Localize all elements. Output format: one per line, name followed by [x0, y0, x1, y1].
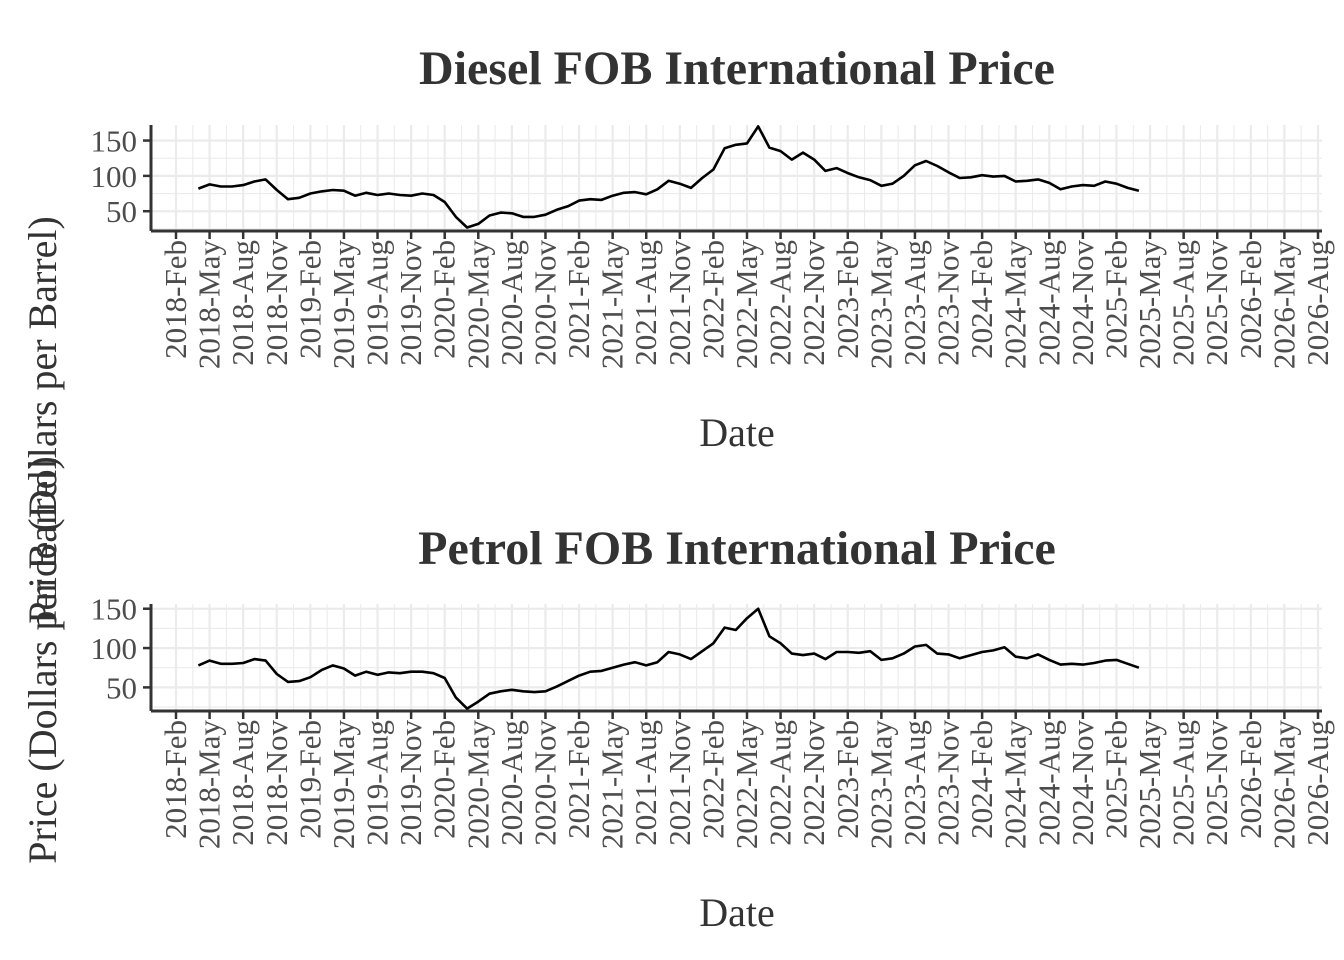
gridlines — [151, 604, 1322, 711]
x-tick-label: 2018-Aug — [225, 720, 260, 846]
x-tick-label: 2022-Aug — [763, 240, 798, 366]
x-tick-label: 2024-May — [998, 240, 1033, 370]
x-axis-title: Date — [699, 890, 775, 935]
x-tick-label: 2024-Feb — [964, 240, 999, 359]
x-tick-label: 2018-Aug — [225, 240, 260, 366]
x-tick-label: 2023-May — [863, 240, 898, 370]
x-tick-labels: 2018-Feb2018-May2018-Aug2018-Nov2019-Feb… — [158, 720, 1335, 850]
x-tick-label: 2024-Aug — [1031, 240, 1066, 366]
x-tick-label: 2019-Aug — [360, 720, 395, 846]
y-tick-label: 100 — [91, 631, 138, 666]
x-tick-label: 2021-Feb — [561, 720, 596, 839]
y-tick-label: 50 — [106, 194, 137, 229]
x-tick-label: 2021-May — [595, 240, 630, 370]
x-tick-label: 2018-Nov — [259, 720, 294, 846]
x-tick-label: 2026-Feb — [1233, 720, 1268, 839]
y-tick-label: 100 — [91, 159, 138, 194]
x-tick-label: 2020-Feb — [427, 720, 462, 839]
x-tick-label: 2026-May — [1266, 720, 1301, 850]
x-tick-label: 2020-Nov — [527, 720, 562, 846]
x-tick-label: 2024-Aug — [1031, 720, 1066, 846]
x-tick-label: 2018-May — [192, 240, 227, 370]
gridlines — [151, 125, 1322, 231]
x-tick-label: 2022-May — [729, 240, 764, 370]
x-tick-label: 2018-Feb — [158, 720, 193, 839]
x-tick-label: 2022-Feb — [695, 240, 730, 359]
x-tick-label: 2021-Aug — [628, 240, 663, 366]
axis-ticks — [143, 139, 1320, 239]
y-axis-title-diesel: Price (Dollars per Barrel) — [20, 216, 65, 624]
x-tick-label: 2024-Nov — [1065, 720, 1100, 846]
x-tick-label: 2026-Aug — [1300, 240, 1335, 366]
x-tick-label: 2025-Aug — [1166, 720, 1201, 846]
x-tick-label: 2019-Nov — [393, 720, 428, 846]
x-tick-label: 2024-May — [998, 720, 1033, 850]
x-tick-label: 2023-Feb — [830, 240, 865, 359]
x-tick-label: 2019-May — [326, 720, 361, 850]
x-tick-label: 2022-Feb — [695, 720, 730, 839]
petrol-chart: Petrol FOB International Price 2018-Feb2… — [91, 522, 1336, 935]
x-tick-label: 2019-May — [326, 240, 361, 370]
x-tick-label: 2020-Nov — [527, 240, 562, 366]
chart-title: Diesel FOB International Price — [419, 42, 1055, 95]
x-tick-label: 2020-May — [460, 240, 495, 370]
x-tick-label: 2021-Nov — [662, 240, 697, 366]
petrol-price-line — [197, 607, 1140, 710]
x-tick-label: 2025-Feb — [1098, 720, 1133, 839]
x-tick-label: 2023-Nov — [931, 240, 966, 366]
y-tick-labels: 50 100 150 — [91, 592, 138, 706]
x-tick-label: 2018-May — [192, 720, 227, 850]
y-tick-label: 150 — [91, 592, 138, 627]
x-tick-label: 2022-May — [729, 720, 764, 850]
x-tick-label: 2024-Nov — [1065, 240, 1100, 366]
x-tick-label: 2026-Aug — [1300, 720, 1335, 846]
x-tick-label: 2025-Feb — [1098, 240, 1133, 359]
x-tick-label: 2025-Nov — [1199, 240, 1234, 366]
x-tick-label: 2019-Nov — [393, 240, 428, 366]
x-tick-labels: 2018-Feb2018-May2018-Aug2018-Nov2019-Feb… — [158, 240, 1335, 370]
x-tick-label: 2019-Aug — [360, 240, 395, 366]
x-tick-label: 2025-May — [1132, 240, 1167, 370]
y-tick-label: 50 — [106, 670, 137, 705]
x-tick-label: 2021-Nov — [662, 720, 697, 846]
y-tick-label: 150 — [91, 124, 138, 159]
x-tick-label: 2023-Aug — [897, 720, 932, 846]
x-tick-label: 2019-Feb — [292, 240, 327, 359]
x-tick-label: 2023-Feb — [830, 720, 865, 839]
x-tick-label: 2022-Nov — [796, 240, 831, 366]
x-tick-label: 2023-Nov — [931, 720, 966, 846]
x-tick-label: 2022-Nov — [796, 720, 831, 846]
x-tick-label: 2021-Feb — [561, 240, 596, 359]
x-tick-label: 2021-Aug — [628, 720, 663, 846]
diesel-price-line — [197, 125, 1140, 229]
x-tick-label: 2019-Feb — [292, 720, 327, 839]
x-tick-label: 2023-Aug — [897, 240, 932, 366]
x-tick-label: 2021-May — [595, 720, 630, 850]
x-tick-label: 2025-Nov — [1199, 720, 1234, 846]
x-tick-label: 2026-Feb — [1233, 240, 1268, 359]
x-tick-label: 2018-Nov — [259, 240, 294, 366]
x-tick-label: 2025-Aug — [1166, 240, 1201, 366]
x-tick-label: 2026-May — [1266, 240, 1301, 370]
x-tick-label: 2025-May — [1132, 720, 1167, 850]
y-axis-title-petrol: Price (Dollars per Barrel) — [20, 456, 65, 864]
x-tick-label: 2022-Aug — [763, 720, 798, 846]
x-tick-label: 2024-Feb — [964, 720, 999, 839]
x-tick-label: 2023-May — [863, 720, 898, 850]
x-tick-label: 2020-Aug — [494, 240, 529, 366]
x-tick-label: 2018-Feb — [158, 240, 193, 359]
x-axis-title: Date — [699, 410, 775, 455]
x-tick-label: 2020-Feb — [427, 240, 462, 359]
diesel-chart: Diesel FOB International Price 2018-Feb2… — [91, 42, 1336, 455]
x-tick-label: 2020-Aug — [494, 720, 529, 846]
x-tick-label: 2020-May — [460, 720, 495, 850]
axis-ticks — [143, 607, 1320, 719]
chart-title: Petrol FOB International Price — [418, 522, 1056, 575]
